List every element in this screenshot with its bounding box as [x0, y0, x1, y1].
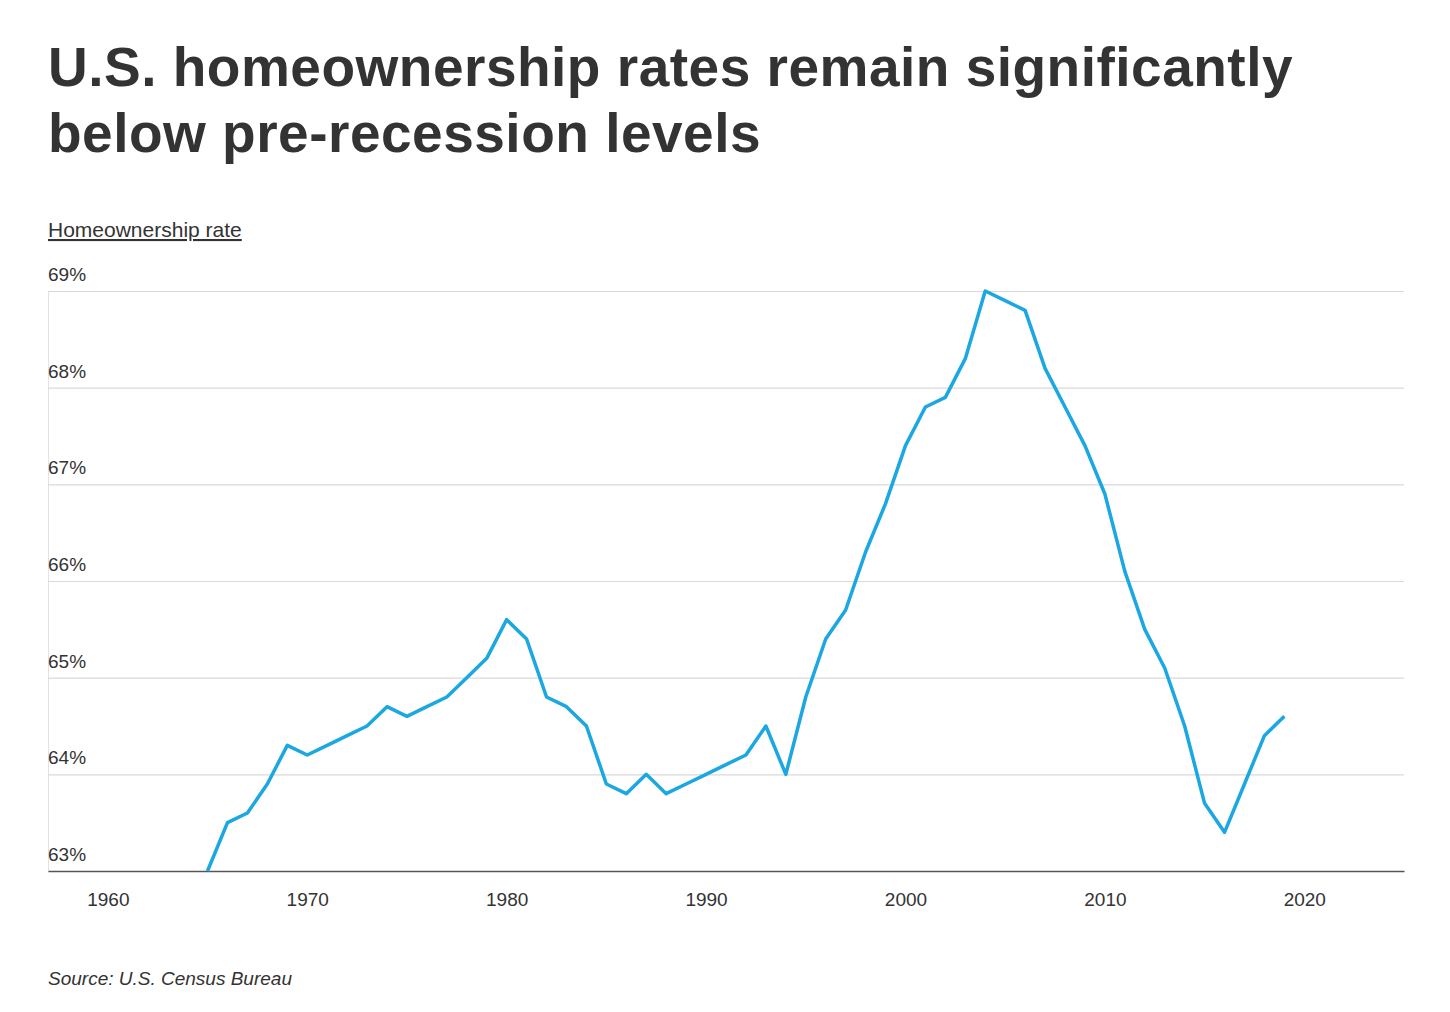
x-tick-label: 1960 — [87, 889, 129, 910]
y-tick-label: 68% — [48, 361, 86, 382]
x-tick: 2020 — [1284, 871, 1326, 910]
grid-line — [48, 581, 1404, 582]
y-tick: 69% — [48, 264, 1404, 291]
y-axis-title: Homeownership rate — [48, 218, 242, 241]
x-tick: 2000 — [885, 871, 927, 910]
grid-line — [48, 678, 1404, 679]
y-tick-label: 65% — [48, 651, 86, 672]
x-axis: 1960 1970 1980 1990 2000 2010 2020 — [49, 871, 1405, 910]
y-tick: 68% — [48, 361, 1404, 388]
x-tick: 1960 — [87, 871, 129, 910]
x-tick: 2010 — [1084, 871, 1126, 910]
grid-line — [48, 388, 1404, 389]
x-tick-label: 1990 — [685, 889, 727, 910]
y-tick-label: 64% — [48, 747, 86, 768]
x-tick-label: 1970 — [287, 889, 329, 910]
x-tick: 1990 — [685, 871, 727, 910]
x-tick: 1970 — [287, 871, 329, 910]
grid-line — [48, 484, 1404, 485]
x-tick-label: 2020 — [1284, 889, 1326, 910]
y-tick-label: 69% — [48, 264, 86, 285]
x-tick-label: 2000 — [885, 889, 927, 910]
x-tick: 1980 — [486, 871, 528, 910]
y-tick-label: 67% — [48, 457, 86, 478]
grid-line — [48, 774, 1404, 775]
y-tick: 63% — [48, 844, 1404, 871]
plot-area: 63% 64% 65% 66% 67% 68% 69% 1960 1970 1980 1990 200… — [48, 264, 1405, 910]
y-tick: 66% — [48, 554, 1404, 581]
y-tick: 65% — [48, 651, 1404, 678]
y-axis: 63% 64% 65% 66% 67% 68% 69% — [48, 264, 1404, 871]
source-note: Source: U.S. Census Bureau — [48, 968, 292, 989]
data-line — [208, 291, 1285, 871]
grid-line — [48, 871, 1404, 872]
y-tick-label: 63% — [48, 844, 86, 865]
x-axis-line — [49, 871, 1405, 873]
y-tick: 64% — [48, 747, 1404, 774]
marks — [208, 291, 1285, 871]
x-tick-label: 2010 — [1084, 889, 1126, 910]
x-tick-label: 1980 — [486, 889, 528, 910]
chart-title: U.S. homeownership rates remain signific… — [48, 34, 1438, 166]
grid-line — [48, 291, 1404, 292]
chart: 63% 64% 65% 66% 67% 68% 69% 1960 1970 1980 1990 200… — [0, 0, 1450, 1012]
y-tick-label: 66% — [48, 554, 86, 575]
y-tick: 67% — [48, 457, 1404, 484]
